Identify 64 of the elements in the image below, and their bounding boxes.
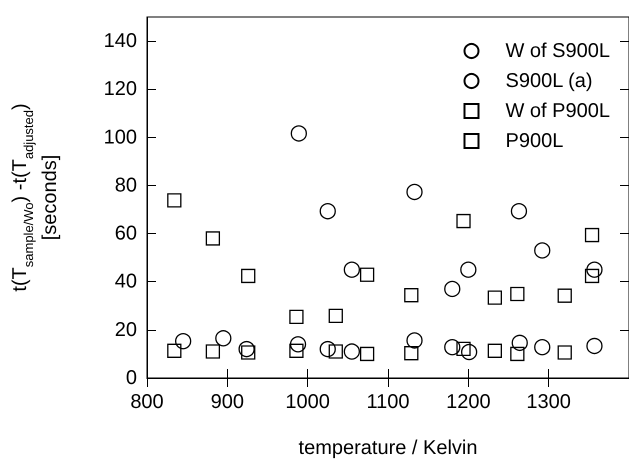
point [289,344,304,358]
y-tick-label: 40 [114,270,137,293]
point [320,203,336,220]
point [460,262,476,278]
y-tick-label: 20 [114,318,137,341]
point [510,286,524,302]
point [238,340,255,358]
point [488,344,502,358]
point [584,268,600,284]
point [360,346,374,362]
x-tick-label: 900 [210,391,244,413]
point [512,334,528,352]
point [586,338,603,354]
point [241,268,256,284]
point [534,242,550,259]
point [444,339,460,356]
point [328,344,343,359]
x-tick-label: 1300 [526,391,571,413]
point [206,231,220,246]
y-tick-label: 80 [114,174,137,196]
point [344,262,360,278]
x-tick-label: 1000 [285,391,330,413]
point [167,193,182,208]
x-axis-title: temperature / Kelvin [298,437,478,459]
y-tick-label: 100 [104,126,137,148]
point [584,228,600,242]
point [510,203,528,220]
point [510,346,524,362]
point [444,280,460,298]
point [404,288,418,302]
point [241,345,256,360]
point [558,345,572,360]
y-tick-label: 0 [126,367,137,389]
point [406,184,423,200]
point [456,342,471,356]
point [360,268,374,282]
legend-label: S900L (a) [506,70,593,92]
point [215,330,232,346]
x-tick-label: 1200 [446,391,491,413]
point [328,308,343,324]
point [404,346,418,360]
point [289,310,304,324]
y-tick-label: 120 [104,78,137,100]
point [406,332,423,349]
point [206,344,220,359]
y-tick-label: 140 [104,30,137,52]
point [586,262,603,278]
point [290,336,306,352]
point [488,290,502,305]
point [290,125,307,142]
point [344,343,360,360]
point [534,339,550,356]
point [167,344,182,358]
point [320,340,336,358]
x-tick-label: 800 [130,391,164,413]
y-tick-label: 60 [114,222,137,245]
x-tick-label: 1100 [366,391,410,413]
legend-label: P900L [506,130,564,152]
point [558,288,572,303]
legend-label: W of S900L [506,40,610,62]
legend-label: W of P900L [506,100,610,122]
point [456,214,471,228]
point [175,333,192,350]
point [461,344,478,360]
